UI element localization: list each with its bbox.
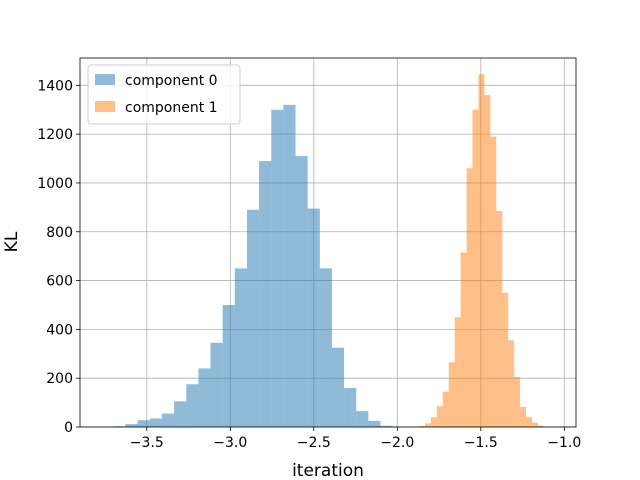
histogram-bar-component-1 <box>430 417 437 427</box>
histogram-bar-component-0 <box>271 109 284 427</box>
histogram-bar-component-0 <box>246 209 260 427</box>
legend-label-component-1: component 1 <box>125 100 218 116</box>
histogram-bar-component-1 <box>460 252 467 427</box>
y-tick-label: 0 <box>64 420 73 436</box>
y-tick-label: 400 <box>46 322 73 338</box>
x-tick-label: −2.0 <box>380 435 414 451</box>
histogram-bar-component-0 <box>125 424 138 427</box>
histogram-bar-component-1 <box>448 362 455 427</box>
y-axis-label: KL <box>2 231 22 252</box>
histogram-bar-component-1 <box>454 317 461 427</box>
y-tick-label: 600 <box>46 274 73 290</box>
x-tick-label: −2.5 <box>297 435 331 451</box>
histogram-bar-component-1 <box>466 168 473 428</box>
histogram-bar-component-0 <box>307 208 320 427</box>
histogram-bar-component-0 <box>137 420 150 427</box>
histogram-bar-component-1 <box>531 422 538 427</box>
histogram-bar-component-1 <box>484 95 491 427</box>
legend: component 0 component 1 <box>87 64 241 125</box>
histogram-bar-component-1 <box>472 109 479 427</box>
histogram-bar-component-1 <box>502 292 509 427</box>
bars <box>113 74 544 428</box>
x-axis-label: iteration <box>292 461 364 480</box>
legend-label-component-0: component 0 <box>125 73 218 89</box>
histogram-bar-component-0 <box>198 368 211 427</box>
histogram-bar-component-1 <box>436 406 443 427</box>
histogram-bar-component-0 <box>222 304 235 427</box>
plot-frame <box>79 57 577 428</box>
histogram-bar-component-0 <box>186 384 199 427</box>
x-tick-label: −3.0 <box>213 435 247 451</box>
histogram-bar-component-1 <box>478 74 485 427</box>
x-tick-label: −3.5 <box>130 435 164 451</box>
x-tick-label: −1.5 <box>464 435 498 451</box>
y-tick-label: 1200 <box>37 127 73 143</box>
x-ticks: −3.5 −3.0 −2.5 −2.0 −1.5 −1.0 <box>130 427 581 451</box>
histogram-bar-component-0 <box>331 347 345 427</box>
histogram-bar-component-1 <box>526 417 532 427</box>
histogram-bar-component-0 <box>319 268 332 427</box>
histogram-bar-component-1 <box>442 391 449 427</box>
histogram-bar-component-0 <box>259 160 272 427</box>
histogram-bar-component-1 <box>490 136 497 428</box>
histogram-bar-component-1 <box>424 423 431 427</box>
histogram-bar-component-0 <box>161 413 175 427</box>
legend-swatch-component-1 <box>95 101 115 112</box>
histogram-bar-component-0 <box>368 420 381 427</box>
x-tick-label: −1.0 <box>547 435 581 451</box>
histogram-bar-component-0 <box>380 425 393 427</box>
histogram-bar-component-0 <box>174 401 187 427</box>
y-tick-label: 1000 <box>37 176 73 192</box>
histogram-bar-component-0 <box>295 156 308 427</box>
histogram-bar-component-1 <box>537 425 544 427</box>
legend-swatch-component-0 <box>95 74 115 85</box>
y-tick-label: 1400 <box>37 78 73 94</box>
histogram-bar-component-1 <box>419 426 425 427</box>
histogram-bar-component-1 <box>496 211 503 427</box>
histogram-bar-component-0 <box>356 411 369 427</box>
histogram-bar-component-0 <box>149 418 162 427</box>
histogram-bar-component-1 <box>520 406 527 427</box>
histogram-bar-component-0 <box>283 104 296 427</box>
histogram-bar-component-1 <box>508 340 515 427</box>
y-tick-label: 800 <box>46 225 73 241</box>
legend-frame <box>87 64 241 125</box>
histogram-bar-component-1 <box>514 376 521 427</box>
histogram-bar-component-0 <box>210 342 223 427</box>
histogram-bar-component-0 <box>234 268 247 427</box>
y-tick-label: 200 <box>46 371 73 387</box>
y-ticks: 0 200 400 600 800 1000 1200 1400 <box>37 78 80 436</box>
histogram-bar-component-0 <box>344 387 357 427</box>
